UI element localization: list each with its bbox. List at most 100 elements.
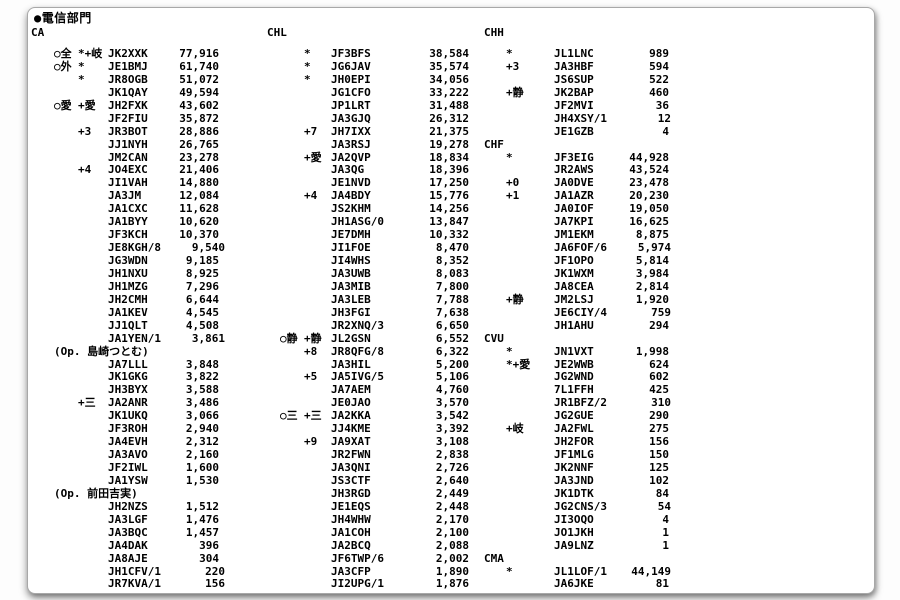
- callsign: JA8AJE: [108, 551, 148, 565]
- area-marker: [304, 255, 331, 268]
- result-row: JF2MVI 36: [484, 98, 669, 113]
- area-marker: [304, 164, 331, 177]
- score: 2,448: [435, 499, 469, 513]
- result-row: JA4DAK 396: [31, 539, 219, 553]
- score: 275: [649, 422, 669, 436]
- result-row: +静 JM2LSJ 1,920: [484, 292, 669, 307]
- callsign: JH3FGI: [331, 305, 371, 319]
- area-marker: [304, 540, 331, 553]
- award-marker: ○全: [54, 47, 72, 60]
- award-marker: [280, 449, 304, 462]
- area-marker: [78, 294, 108, 307]
- score: 2,088: [435, 538, 469, 552]
- result-row: JE0JAO 3,570: [267, 396, 469, 410]
- result-row: +4 JA4BDY 15,776: [267, 189, 469, 203]
- award-marker: [280, 139, 304, 152]
- area-marker: [304, 527, 331, 540]
- area-marker: [506, 242, 554, 255]
- award-marker: [54, 501, 78, 514]
- result-row: JK1UKQ 3,066: [31, 409, 219, 423]
- award-marker: [54, 320, 78, 333]
- result-row: JE8KGH/8 9,540: [31, 241, 225, 255]
- area-marker: [506, 488, 554, 501]
- callsign: JM2CAN: [108, 150, 148, 164]
- callsign: JG1CFO: [331, 85, 371, 99]
- score: 3,066: [185, 409, 219, 423]
- callsign: JM2LSJ: [554, 292, 594, 306]
- result-row: JA3GJQ 26,312: [267, 111, 469, 126]
- score: 81: [655, 577, 669, 591]
- award-marker: [280, 384, 304, 397]
- score: 2,838: [435, 448, 469, 462]
- score: 14,880: [179, 176, 219, 190]
- callsign: JA9XAT: [331, 435, 371, 449]
- result-row: JH4WHW 2,170: [267, 513, 469, 527]
- area-marker: [304, 384, 331, 397]
- callsign: JF2MVI: [554, 98, 594, 112]
- score: 310: [651, 396, 671, 410]
- award-marker: [54, 152, 78, 165]
- callsign: JR7KVA/1: [108, 577, 161, 591]
- area-marker: [78, 423, 108, 436]
- award-marker: [280, 61, 304, 74]
- callsign: JA2KKA: [331, 409, 371, 423]
- area-marker: +3: [506, 59, 520, 73]
- area-marker: [304, 203, 331, 216]
- area-marker: [506, 436, 554, 449]
- score: 2,726: [435, 461, 469, 474]
- callsign: JA9LNZ: [554, 538, 594, 552]
- score: 26,312: [429, 111, 469, 125]
- score: 21,406: [179, 163, 219, 177]
- result-row: JK1QAY 49,594: [31, 86, 219, 100]
- result-row: JA3RSJ 19,278: [267, 137, 469, 152]
- area-marker: [506, 229, 554, 242]
- callsign: JE1GZB: [554, 124, 594, 138]
- area-marker: [506, 578, 554, 591]
- score: 35,574: [429, 59, 469, 73]
- result-row: JA6FOF/6 5,974: [484, 241, 671, 255]
- score: 10,620: [179, 215, 219, 229]
- result-row: +7 JH7IXX 21,375: [267, 125, 469, 139]
- area-marker: *: [506, 344, 513, 358]
- score: 8,925: [185, 266, 219, 280]
- callsign: JS6SUP: [554, 72, 594, 86]
- result-row: JH2CMH 6,644: [31, 293, 219, 307]
- callsign: JA3RSJ: [331, 137, 371, 151]
- area-marker: [506, 216, 554, 229]
- result-row: JH4XSY/1 12: [484, 112, 671, 126]
- score: 33,222: [429, 85, 469, 99]
- callsign: JE8KGH/8: [108, 241, 161, 255]
- score: 6,322: [435, 344, 469, 358]
- award-marker: [54, 540, 78, 553]
- area-marker: [304, 113, 331, 126]
- score: 1,457: [185, 525, 219, 539]
- area-marker: +岐: [506, 422, 524, 436]
- score: 1,512: [185, 499, 219, 513]
- area-marker: [304, 281, 331, 294]
- area-marker: [506, 113, 554, 126]
- callsign: JA6JKE: [554, 577, 594, 591]
- area-marker: +9: [304, 435, 318, 449]
- area-marker: +5: [304, 370, 318, 384]
- score: 4,508: [185, 318, 219, 332]
- result-row: JG1CFO 33,222: [267, 85, 469, 100]
- result-row: JG2CNS/3 54: [484, 500, 671, 514]
- result-row: JA4EVH 2,312: [31, 435, 219, 449]
- result-row: JH3FGI 7,638: [267, 305, 469, 320]
- result-row: JA1KEV 4,545: [31, 306, 219, 320]
- callsign: JA3AVO: [108, 448, 148, 462]
- area-marker: +4: [304, 189, 318, 203]
- award-marker: [280, 74, 304, 87]
- score: 8,083: [435, 266, 469, 280]
- result-row: JG2GUE 290: [484, 409, 669, 423]
- callsign: JR2XNQ/3: [331, 318, 384, 332]
- callsign: JA7AEM: [331, 383, 371, 397]
- score: 2,312: [185, 435, 219, 449]
- callsign: JA3UWB: [331, 266, 371, 280]
- award-marker: [54, 462, 78, 475]
- result-row: JA3CFP 1,890: [267, 565, 469, 579]
- callsign: JE1EQS: [331, 499, 371, 513]
- award-marker: [54, 268, 78, 281]
- area-marker: +静: [304, 331, 322, 345]
- score: 51,072: [179, 72, 219, 86]
